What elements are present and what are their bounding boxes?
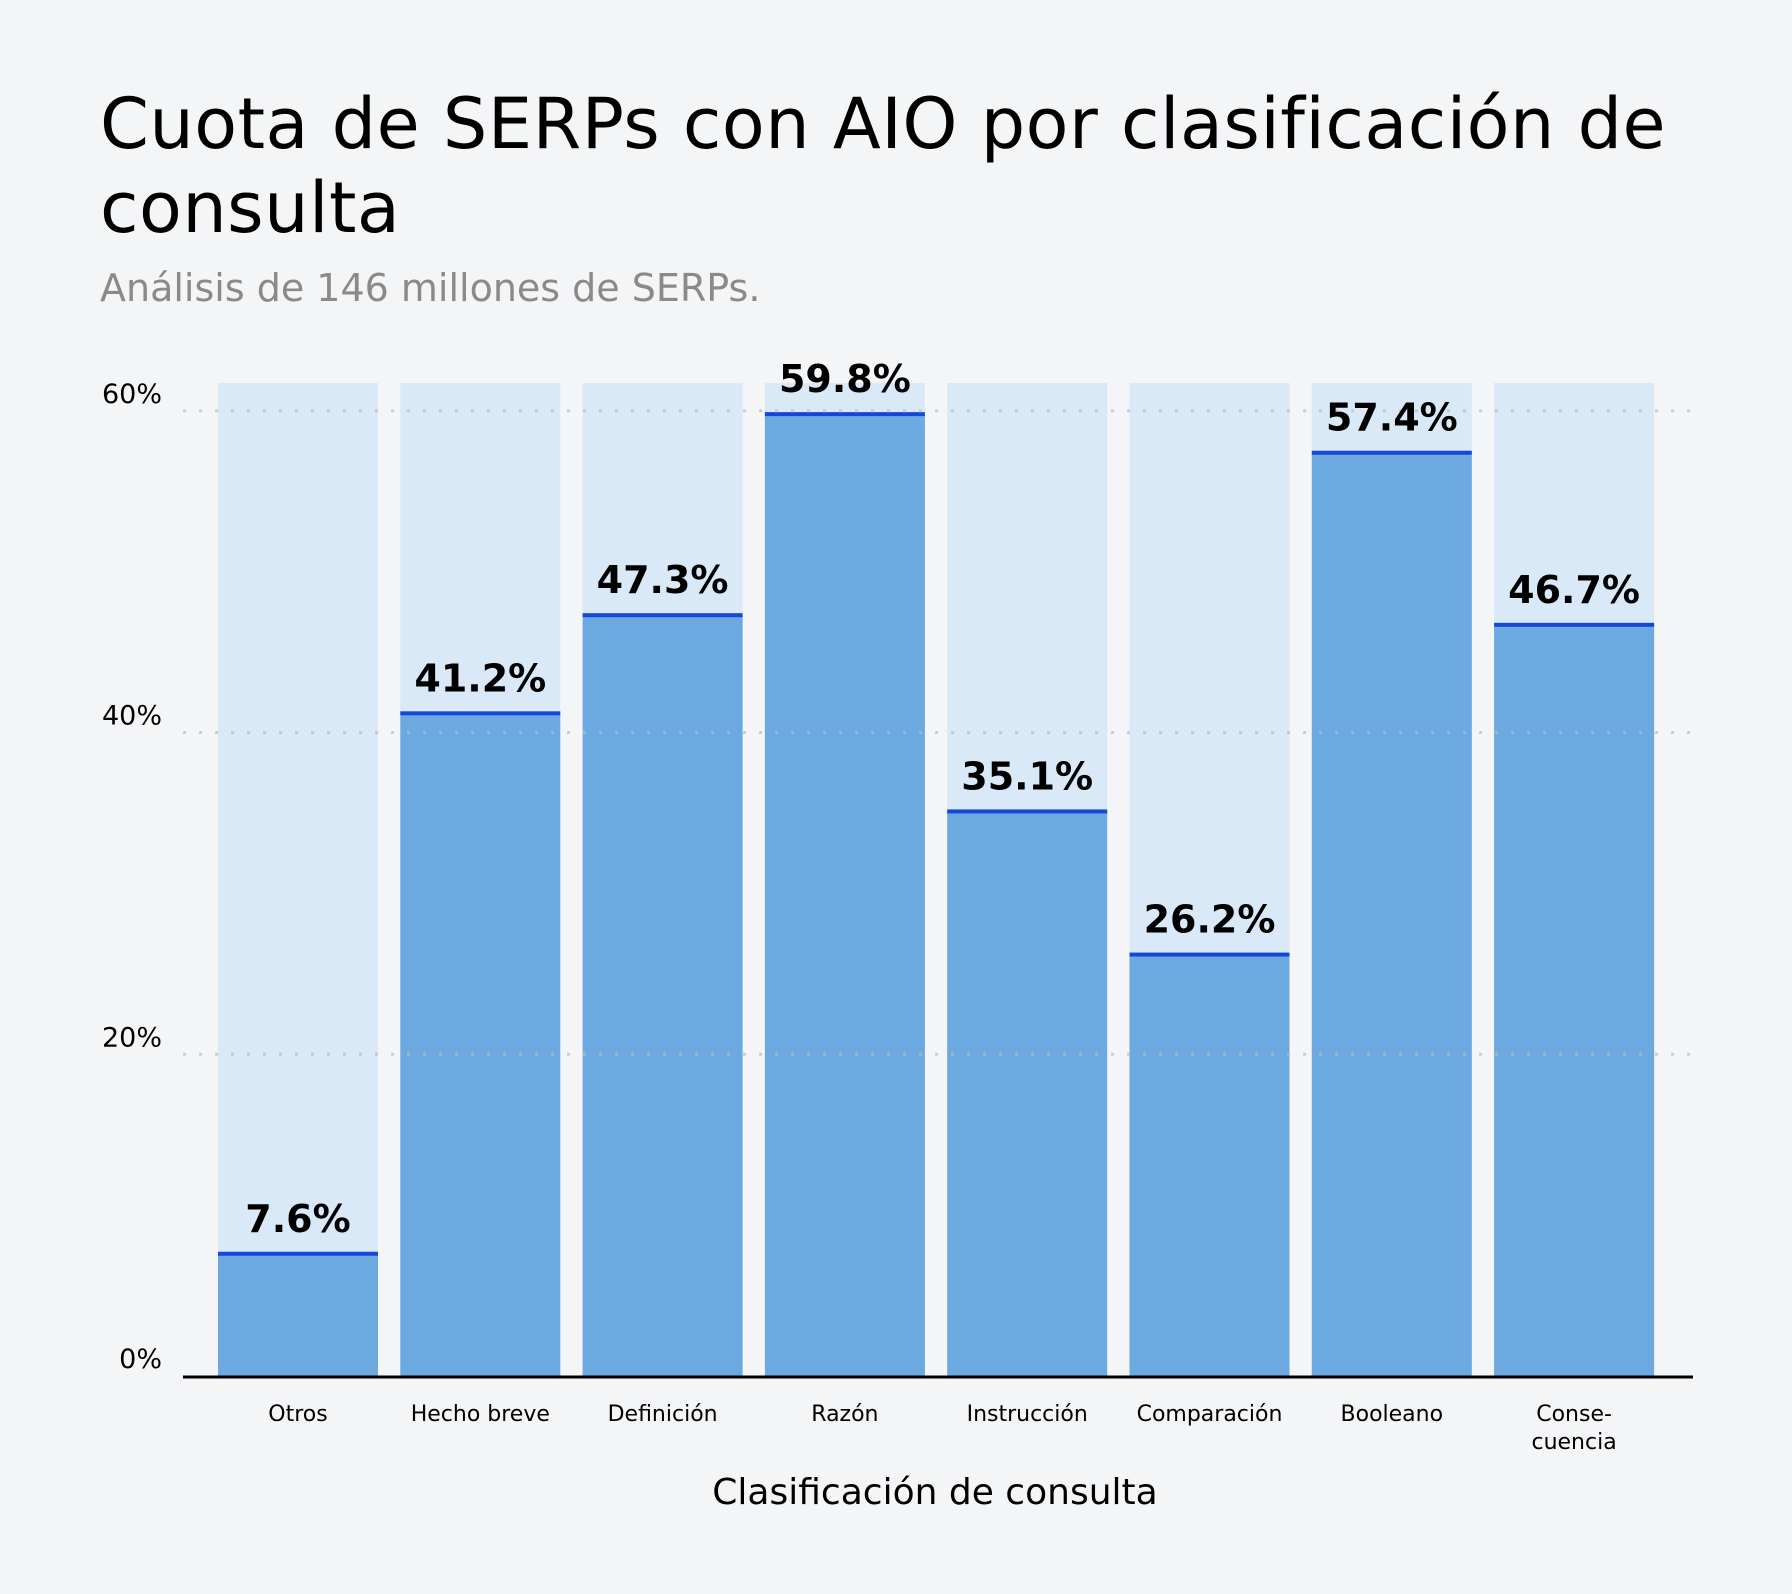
category-label: Comparación xyxy=(1137,1402,1283,1427)
bar-top-line xyxy=(1494,622,1655,627)
bar-top-line xyxy=(582,613,743,618)
category-label: Conse- xyxy=(1536,1402,1612,1427)
data-label: 41.2% xyxy=(414,656,546,700)
bar xyxy=(400,713,561,1376)
bar-top-line xyxy=(764,412,925,417)
bar-top-line xyxy=(400,711,561,716)
y-tick-label: 0% xyxy=(119,1344,162,1375)
x-axis-title: Clasificación de consulta xyxy=(712,1472,1157,1513)
bar-top-line xyxy=(218,1251,378,1256)
bar xyxy=(764,414,925,1376)
bar xyxy=(1494,624,1655,1376)
category-label: Razón xyxy=(811,1402,878,1427)
category-label: cuencia xyxy=(1531,1430,1616,1455)
y-tick-label: 60% xyxy=(102,379,162,410)
bar-top-line xyxy=(1311,450,1472,455)
y-tick-label: 20% xyxy=(102,1022,162,1053)
data-label: 46.7% xyxy=(1508,568,1640,612)
data-label: 59.8% xyxy=(779,357,911,401)
y-tick-label: 40% xyxy=(102,701,162,732)
bar xyxy=(582,615,743,1376)
data-label: 35.1% xyxy=(961,754,1093,798)
bar-background xyxy=(218,383,378,1376)
bar-top-line xyxy=(1129,952,1290,957)
category-label: Instrucción xyxy=(967,1402,1088,1427)
bar-top-line xyxy=(947,809,1108,814)
bar xyxy=(1311,452,1472,1376)
category-label: Booleano xyxy=(1341,1402,1444,1427)
chart-subtitle: Análisis de 146 millones de SERPs. xyxy=(100,266,761,310)
data-label: 26.2% xyxy=(1144,898,1276,942)
category-label: Definición xyxy=(608,1402,718,1427)
bar xyxy=(947,811,1108,1376)
data-label: 7.6% xyxy=(245,1197,350,1241)
chart-title: Cuota de SERPs con AIO por clasificación… xyxy=(100,83,1667,249)
data-label: 47.3% xyxy=(597,558,729,602)
bar xyxy=(1129,954,1290,1376)
category-label: Otros xyxy=(268,1402,327,1427)
category-label: Hecho breve xyxy=(411,1402,550,1427)
data-label: 57.4% xyxy=(1326,396,1458,440)
bar xyxy=(218,1253,378,1376)
